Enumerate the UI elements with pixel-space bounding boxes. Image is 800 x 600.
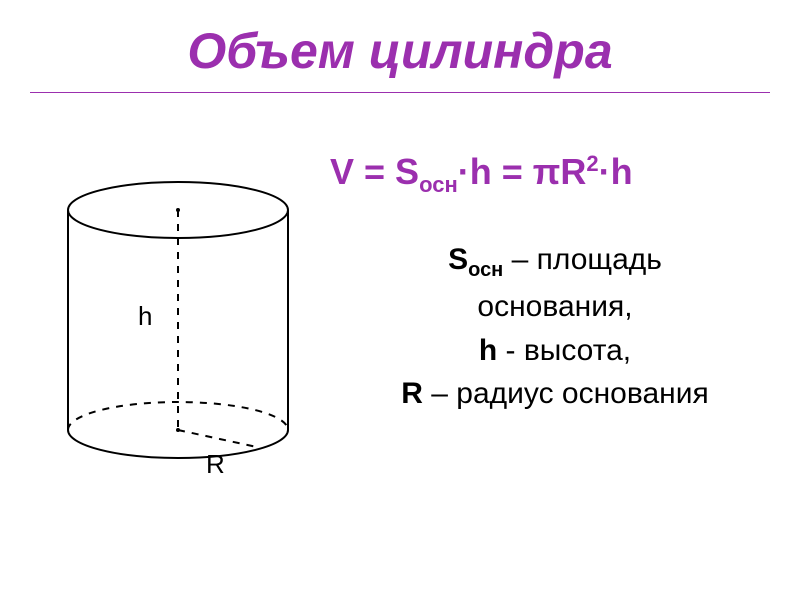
legend-line: Sосн – площадь [330, 238, 780, 285]
cylinder-svg: hR [28, 165, 328, 485]
volume-formula: V = Sосн·h = πR2·h [330, 151, 780, 198]
page-title: Объем цилиндра [0, 0, 800, 92]
legend-line: R – радиус основания [330, 372, 780, 416]
legend: Sосн – площадьоснования,h - высота,R – р… [330, 198, 780, 416]
legend-line: основания, [330, 285, 780, 329]
formula-block: V = Sосн·h = πR2·h Sосн – площадьоснован… [330, 143, 800, 490]
legend-line: h - высота, [330, 329, 780, 373]
label-r: R [206, 449, 225, 479]
label-h: h [138, 301, 152, 331]
cylinder-diagram: hR [0, 143, 330, 490]
content-row: hR V = Sосн·h = πR2·h Sосн – площадьосно… [0, 93, 800, 490]
